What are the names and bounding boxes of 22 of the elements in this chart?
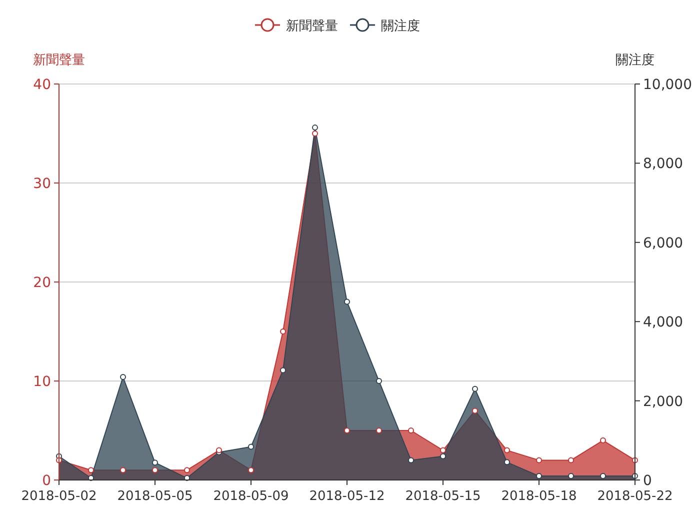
y-tick-label: 40 xyxy=(33,77,51,93)
y-tick-label: 20 xyxy=(33,275,51,291)
y-tick-label: 0 xyxy=(42,473,51,489)
x-tick-label: 2018-05-02 xyxy=(21,489,97,504)
legend-label: 關注度 xyxy=(381,18,420,34)
y2-tick-label: 6,000 xyxy=(643,235,684,252)
x-tick-label: 2018-05-05 xyxy=(117,489,193,504)
y-axis-title: 新聞聲量 xyxy=(33,53,85,68)
x-tick-label: 2018-05-12 xyxy=(309,489,385,504)
x-tick-label: 2018-05-18 xyxy=(501,489,577,504)
y2-tick-label: 0 xyxy=(643,473,652,489)
legend-label: 新聞聲量 xyxy=(286,19,338,34)
y-tick-label: 10 xyxy=(33,374,51,390)
y2-tick-label: 4,000 xyxy=(643,314,684,331)
y2-tick-label: 8,000 xyxy=(643,156,684,172)
x-tick-label: 2018-05-22 xyxy=(597,489,673,504)
x-tick-label: 2018-05-15 xyxy=(405,489,481,504)
y2-axis-title: 關注度 xyxy=(616,52,654,68)
y2-tick-label: 10,000 xyxy=(643,77,692,93)
x-tick-label: 2018-05-09 xyxy=(213,489,289,504)
y2-tick-label: 2,000 xyxy=(643,394,684,410)
y-tick-label: 30 xyxy=(33,176,51,192)
